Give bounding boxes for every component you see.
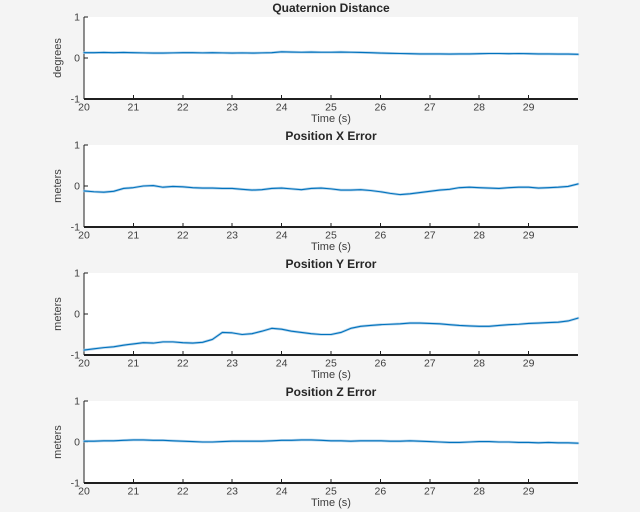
svg-text:23: 23: [226, 102, 238, 114]
svg-text:22: 22: [177, 102, 189, 114]
svg-text:24: 24: [276, 358, 288, 370]
svg-text:0: 0: [74, 437, 80, 449]
x-axis-label: Time (s): [311, 369, 351, 381]
svg-text:25: 25: [325, 358, 337, 370]
svg-text:1: 1: [74, 396, 80, 408]
svg-text:29: 29: [523, 230, 535, 242]
svg-text:1: 1: [74, 12, 80, 24]
svg-text:28: 28: [473, 358, 485, 370]
y-axis-label: meters: [52, 169, 64, 203]
subplot-position-x-error: 20 21 22 23 24 25 26 27 28 29 -1 0 1 Position X Erro…: [0, 128, 640, 256]
svg-text:20: 20: [78, 358, 90, 370]
svg-text:22: 22: [177, 230, 189, 242]
svg-text:26: 26: [375, 486, 387, 498]
svg-text:21: 21: [128, 102, 140, 114]
x-axis-label: Time (s): [311, 113, 351, 125]
quaternion-distance-plot: 20 21 22 23 24 25 26 27 28 29 -1 0 1: [71, 12, 580, 114]
chart-title: Position Y Error: [285, 257, 377, 271]
svg-text:26: 26: [375, 102, 387, 114]
svg-text:23: 23: [226, 486, 238, 498]
svg-text:-1: -1: [71, 222, 80, 234]
svg-text:27: 27: [424, 102, 436, 114]
svg-text:21: 21: [128, 486, 140, 498]
y-axis-label: meters: [52, 425, 64, 459]
svg-text:20: 20: [78, 102, 90, 114]
svg-text:27: 27: [424, 230, 436, 242]
svg-text:25: 25: [325, 486, 337, 498]
svg-text:22: 22: [177, 486, 189, 498]
svg-text:28: 28: [473, 230, 485, 242]
svg-text:24: 24: [276, 102, 288, 114]
subplot-position-z-error: 20 21 22 23 24 25 26 27 28 29 -1 0 1 Position Z Erro…: [0, 384, 640, 512]
position-x-error-plot: 20 21 22 23 24 25 26 27 28 29 -1 0 1: [71, 140, 580, 242]
svg-text:0: 0: [74, 309, 80, 321]
svg-text:27: 27: [424, 486, 436, 498]
svg-text:24: 24: [276, 230, 288, 242]
svg-text:28: 28: [473, 486, 485, 498]
svg-text:23: 23: [226, 230, 238, 242]
svg-text:21: 21: [128, 358, 140, 370]
svg-text:25: 25: [325, 102, 337, 114]
svg-text:28: 28: [473, 102, 485, 114]
svg-text:0: 0: [74, 181, 80, 193]
svg-text:29: 29: [523, 102, 535, 114]
svg-text:26: 26: [375, 230, 387, 242]
svg-text:-1: -1: [71, 94, 80, 106]
svg-text:25: 25: [325, 230, 337, 242]
svg-text:27: 27: [424, 358, 436, 370]
chart-title: Quaternion Distance: [272, 1, 390, 15]
svg-text:29: 29: [523, 486, 535, 498]
svg-text:1: 1: [74, 140, 80, 152]
x-axis-label: Time (s): [311, 497, 351, 509]
x-axis-label: Time (s): [311, 241, 351, 253]
svg-text:26: 26: [375, 358, 387, 370]
svg-text:-1: -1: [71, 478, 80, 490]
subplot-quaternion-distance: 20 21 22 23 24 25 26 27 28 29 -1 0 1 Quaternion Dist…: [0, 0, 640, 128]
svg-text:29: 29: [523, 358, 535, 370]
chart-title: Position Z Error: [285, 385, 377, 399]
svg-text:1: 1: [74, 268, 80, 280]
y-axis-label: degrees: [52, 38, 64, 78]
chart-title: Position X Error: [285, 129, 377, 143]
y-axis-label: meters: [52, 297, 64, 331]
svg-text:-1: -1: [71, 350, 80, 362]
svg-text:0: 0: [74, 53, 80, 65]
svg-text:22: 22: [177, 358, 189, 370]
svg-text:20: 20: [78, 486, 90, 498]
svg-text:21: 21: [128, 230, 140, 242]
svg-text:23: 23: [226, 358, 238, 370]
subplot-position-y-error: 20 21 22 23 24 25 26 27 28 29 -1 0 1 Position Y Erro…: [0, 256, 640, 384]
position-y-error-plot: 20 21 22 23 24 25 26 27 28 29 -1 0 1: [71, 268, 580, 370]
svg-text:20: 20: [78, 230, 90, 242]
position-z-error-plot: 20 21 22 23 24 25 26 27 28 29 -1 0 1: [71, 396, 580, 498]
svg-text:24: 24: [276, 486, 288, 498]
